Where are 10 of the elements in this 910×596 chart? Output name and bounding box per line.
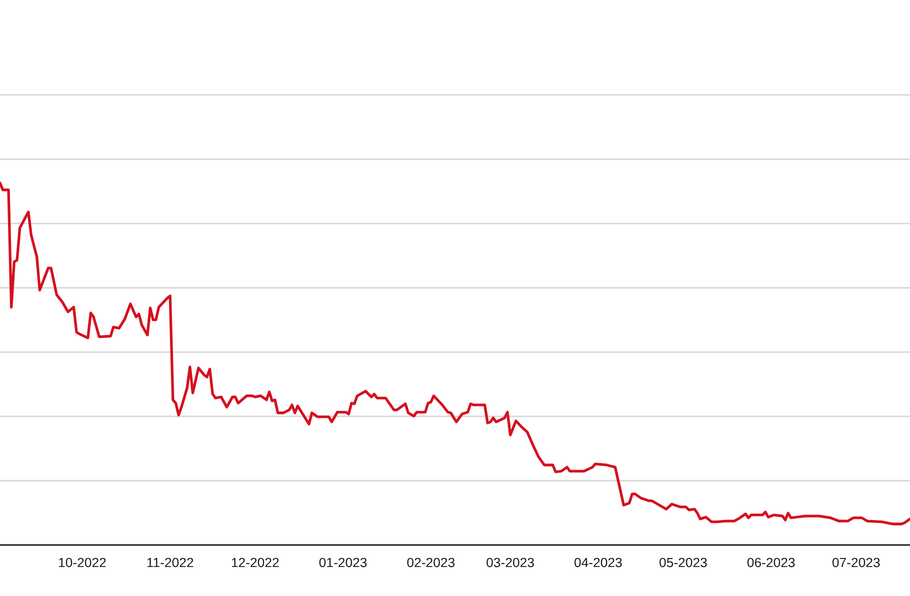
x-tick-label: 03-2023: [486, 558, 534, 568]
x-tick-label: 11-2022: [147, 558, 194, 568]
x-tick-label: 12-2022: [232, 558, 279, 568]
x-tick-label: 01-2023: [319, 558, 367, 568]
x-tick-label: 06-2023: [747, 558, 795, 568]
x-tick-label: 02-2023: [407, 558, 455, 568]
x-tick-label: 05-2023: [660, 558, 707, 568]
x-tick-label: 04-2023: [574, 558, 622, 568]
x-tick-label: 10-2022: [59, 558, 106, 568]
x-tick-label: 07-2023: [832, 558, 880, 568]
